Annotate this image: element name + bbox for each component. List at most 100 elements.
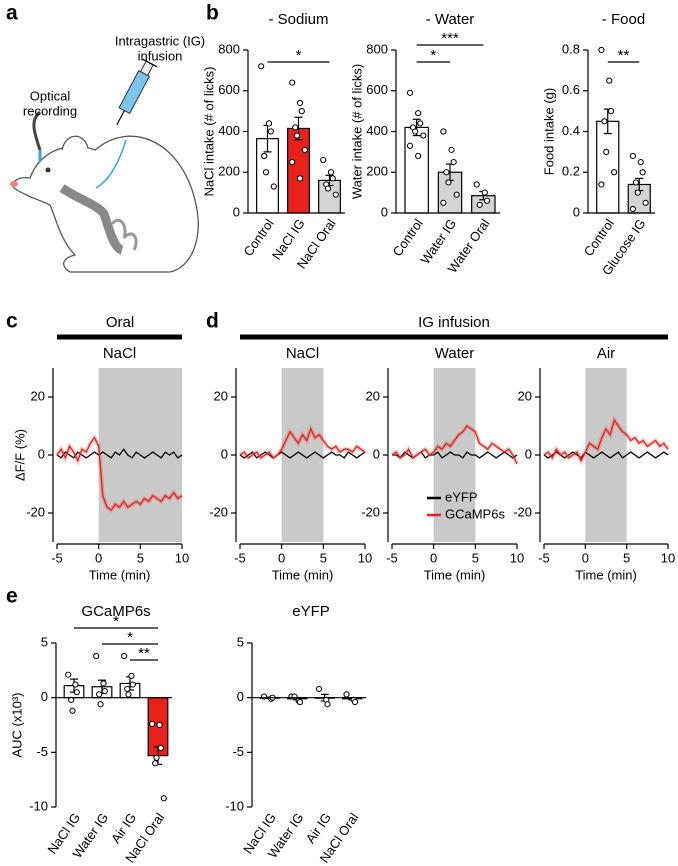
x-axis-label: Time (min) [575,567,637,582]
data-point [598,181,605,188]
data-point [260,693,268,700]
data-point [262,169,270,176]
y-axis-label: Food intake (g) [541,88,556,175]
series-line [239,427,366,459]
data-point [611,169,618,176]
data-point [157,744,164,752]
data-point [289,158,296,166]
data-point [265,120,273,127]
data-point [320,156,327,164]
y-tick-label: 0.4 [562,123,580,138]
panel-label: c [6,310,18,333]
data-point [406,89,414,96]
group-title: IG infusion [418,314,490,331]
panel-label: b [206,2,219,25]
data-point [298,108,305,115]
bar [404,126,429,214]
data-point [289,79,296,86]
y-tick-label: 0.2 [562,164,580,179]
y-tick-label: 200 [366,164,388,179]
y-tick-label: 0 [373,446,380,461]
y-tick-label: 0 [38,446,45,461]
data-point [632,179,639,186]
data-point [608,108,615,115]
data-point [149,720,156,728]
data-point [293,132,301,139]
data-point [291,693,298,700]
x-tick-label: 5 [320,550,327,565]
y-tick-label: 0.8 [562,41,580,56]
data-point [440,128,447,135]
data-point [445,179,452,186]
y-tick-label: -20 [26,504,45,519]
data-point [603,148,610,155]
y-tick-label: 800 [218,41,240,56]
y-tick-label: 0 [381,204,388,219]
y-tick-label: 0.6 [562,82,580,97]
y-tick-label: -20 [361,504,380,519]
bar [596,120,620,214]
chart-title: - Water [426,11,475,28]
series-line [239,451,366,459]
mouse-illustration [10,58,199,273]
significance-label: *** [441,30,459,47]
x-axis-label: Time (min) [272,567,334,582]
y-tick-label: 600 [218,82,240,97]
y-tick-label: 400 [366,123,388,138]
y-tick-label: 200 [218,164,240,179]
data-point [261,152,268,160]
x-tick-label: 5 [623,550,630,565]
data-point [351,698,359,706]
data-point [156,721,163,729]
data-point [329,175,336,182]
data-point [128,672,135,679]
data-point [343,691,350,698]
x-tick-label: 0 [95,550,102,565]
data-point [473,181,480,188]
y-axis-label: AUC (x10³) [9,692,24,757]
y-tick-label: 20 [518,388,532,403]
x-tick-label: 0 [430,550,437,565]
group-title: Oral [106,314,134,331]
data-point [152,760,159,767]
data-point [296,99,304,107]
significance-label: ** [138,645,150,662]
data-point [160,795,167,802]
data-point [72,681,79,688]
significance-label: * [430,47,436,64]
data-point [483,197,491,204]
x-tick-label: -5 [538,550,550,565]
chart-title: Air [597,345,615,362]
illustration-label: Optical [30,88,71,103]
y-tick-label: -20 [209,504,228,519]
data-point [332,191,339,198]
illustration-label: recording [23,103,77,118]
data-point [324,185,332,192]
significance-label: * [127,629,133,646]
significance-label: ** [618,47,630,64]
data-point [121,653,128,660]
y-tick-label: 400 [218,123,240,138]
y-tick-label: -5 [36,744,48,759]
y-axis-label: NaCl intake (# of licks) [201,66,216,196]
data-point [420,132,427,139]
y-tick-label: 0 [525,446,532,461]
data-point [270,183,277,190]
data-point [453,191,460,198]
series-line [543,451,669,459]
y-tick-label: -5 [232,744,244,759]
x-axis-label: Time (min) [424,567,486,582]
data-point [443,169,450,176]
series-line [56,436,183,512]
data-point [315,685,323,693]
chart-title: NaCl [103,345,136,362]
data-point [406,142,414,149]
data-point [440,199,447,206]
data-point [634,189,641,196]
y-tick-label: 20 [214,388,228,403]
significance-label: * [113,613,119,630]
bar [287,127,310,214]
chart-title: - Food [602,11,645,28]
data-point [73,689,80,696]
